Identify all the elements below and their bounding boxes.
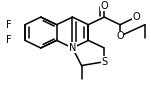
Text: S: S xyxy=(101,57,107,67)
Text: F: F xyxy=(6,20,12,30)
Text: O: O xyxy=(132,12,140,22)
Text: N: N xyxy=(69,43,76,53)
Text: O: O xyxy=(116,31,124,41)
Text: F: F xyxy=(6,35,12,45)
Text: O: O xyxy=(100,1,108,11)
